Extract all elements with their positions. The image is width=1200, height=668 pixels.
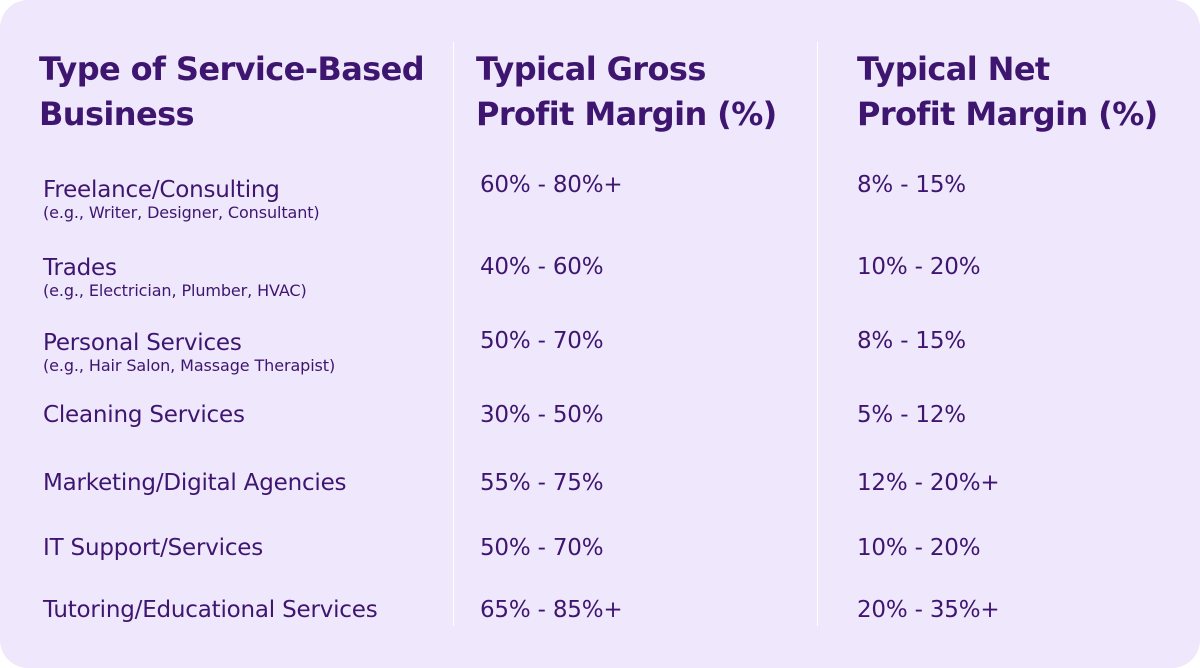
table-row-type: Marketing/Digital Agencies: [43, 469, 347, 497]
header-line: Typical Net: [857, 50, 1050, 88]
header-line: Profit Margin (%): [857, 95, 1158, 133]
table-row-type: IT Support/Services: [43, 534, 263, 562]
gross-margin-value: 60% - 80%+: [480, 172, 623, 198]
service-type-label: Personal Services: [43, 330, 242, 356]
table-row-type: Freelance/Consulting (e.g., Writer, Desi…: [43, 176, 320, 222]
service-example: (e.g., Electrician, Plumber, HVAC): [43, 281, 307, 300]
header-line: Type of Service-Based: [39, 50, 425, 88]
gross-margin-value: 55% - 75%: [480, 470, 604, 496]
table-row-type: Trades (e.g., Electrician, Plumber, HVAC…: [43, 254, 307, 300]
service-type-label: Trades: [43, 255, 117, 281]
gross-margin-value: 30% - 50%: [480, 402, 604, 428]
gross-margin-value: 40% - 60%: [480, 254, 604, 280]
service-type-label: Cleaning Services: [43, 402, 245, 428]
header-line: Profit Margin (%): [476, 95, 777, 133]
net-margin-value: 5% - 12%: [857, 402, 966, 428]
header-line: Business: [39, 95, 195, 133]
column-divider: [453, 42, 454, 626]
net-margin-value: 8% - 15%: [857, 328, 966, 354]
table-row-type: Personal Services (e.g., Hair Salon, Mas…: [43, 329, 335, 375]
net-margin-value: 10% - 20%: [857, 254, 981, 280]
header-gross-margin: Typical Gross Profit Margin (%): [476, 47, 777, 137]
header-net-margin: Typical Net Profit Margin (%): [857, 47, 1158, 137]
column-divider: [817, 42, 818, 626]
net-margin-value: 20% - 35%+: [857, 597, 1000, 623]
service-type-label: Marketing/Digital Agencies: [43, 470, 347, 496]
header-service-type: Type of Service-Based Business: [39, 47, 425, 137]
table-row-type: Cleaning Services: [43, 401, 245, 429]
net-margin-value: 12% - 20%+: [857, 470, 1000, 496]
header-line: Typical Gross: [476, 50, 706, 88]
table-row-type: Tutoring/Educational Services: [43, 596, 378, 624]
service-example: (e.g., Writer, Designer, Consultant): [43, 203, 320, 222]
service-type-label: Tutoring/Educational Services: [43, 597, 378, 623]
gross-margin-value: 50% - 70%: [480, 535, 604, 561]
gross-margin-value: 50% - 70%: [480, 328, 604, 354]
gross-margin-value: 65% - 85%+: [480, 597, 623, 623]
net-margin-value: 8% - 15%: [857, 172, 966, 198]
net-margin-value: 10% - 20%: [857, 535, 981, 561]
service-example: (e.g., Hair Salon, Massage Therapist): [43, 356, 336, 375]
service-type-label: IT Support/Services: [43, 535, 264, 561]
service-type-label: Freelance/Consulting: [43, 177, 280, 203]
